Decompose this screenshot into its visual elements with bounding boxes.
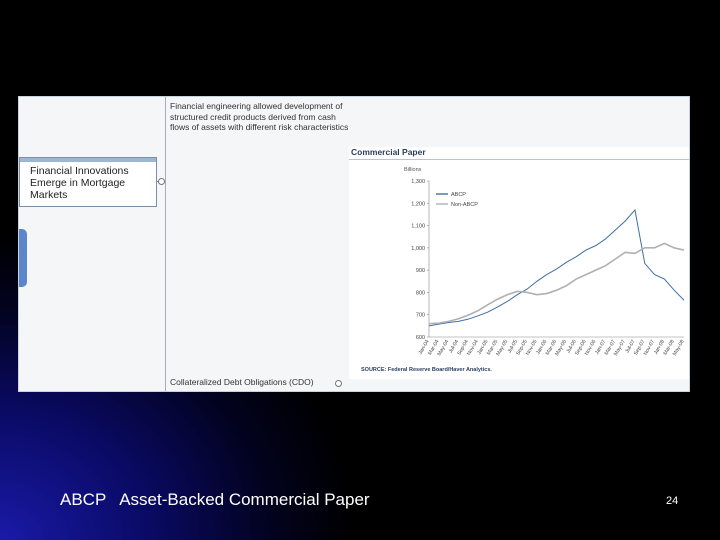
note-cdo: Collateralized Debt Obligations (CDO) bbox=[170, 377, 314, 387]
y-tick-label: 1,100 bbox=[411, 224, 425, 230]
y-tick-label: 600 bbox=[416, 335, 425, 341]
note-financial-engineering: Financial engineering allowed developmen… bbox=[170, 101, 349, 132]
series-line-non-abcp bbox=[428, 242, 685, 325]
page-number: 24 bbox=[666, 495, 679, 507]
chart-title: Commercial Paper bbox=[351, 147, 426, 157]
chart-panel: Commercial Paper Billions 1,300 1,200 1,10… bbox=[349, 147, 689, 379]
expand-node-icon[interactable] bbox=[158, 178, 165, 185]
node-label: Financial Innovations Emerge in Mortgage… bbox=[30, 165, 129, 201]
series-line-abcp bbox=[428, 208, 685, 327]
y-tick-label: 1,300 bbox=[411, 179, 425, 185]
y-tick-label: 700 bbox=[416, 313, 425, 319]
expand-note-icon[interactable] bbox=[335, 380, 342, 387]
left-panel-tab[interactable] bbox=[19, 229, 27, 287]
y-axis-label: Billions bbox=[404, 167, 422, 173]
y-tick-label: 1,200 bbox=[411, 201, 425, 207]
y-tick-label: 900 bbox=[416, 268, 425, 274]
node-header-bar bbox=[20, 158, 156, 162]
legend-label: ABCP bbox=[451, 192, 466, 198]
y-tick-label: 800 bbox=[416, 290, 425, 296]
mindmap-node[interactable]: Financial Innovations Emerge in Mortgage… bbox=[19, 157, 157, 207]
branch-line bbox=[165, 97, 166, 391]
legend-label: Non-ABCP bbox=[451, 202, 478, 208]
embedded-screenshot: Financial Innovations Emerge in Mortgage… bbox=[18, 96, 690, 392]
chart-title-rule bbox=[349, 159, 689, 160]
y-tick-label: 1,000 bbox=[411, 246, 425, 252]
chart-source: SOURCE: Federal Reserve Board/Haver Anal… bbox=[361, 367, 492, 373]
slide-caption: ABCP Asset-Backed Commercial Paper bbox=[60, 490, 370, 509]
line-chart: 1,3001,2001,1001,000900800700600Jan-04Ma… bbox=[411, 179, 686, 357]
